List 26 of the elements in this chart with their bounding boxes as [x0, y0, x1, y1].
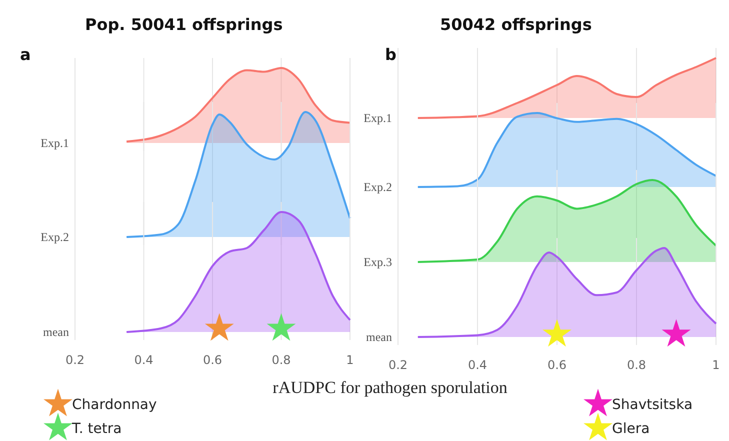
- chart-title: Pop. 50041 offsprings: [85, 15, 283, 34]
- y-axis-title: mean: [366, 330, 392, 344]
- x-tick-label: 0.2: [65, 353, 85, 367]
- text: b: [385, 45, 396, 64]
- x-tick-label: 0.4: [468, 358, 488, 372]
- x-tick-label: 0.6: [202, 353, 222, 367]
- x-tick-label: 1: [712, 358, 720, 372]
- x-tick-label: 0.8: [626, 358, 646, 372]
- y-axis-title: Exp.2: [40, 230, 69, 244]
- y-axis-title: Exp.1: [364, 111, 392, 125]
- y-axis-title: Exp.1: [40, 136, 69, 150]
- y-axis-title: Exp.2: [364, 180, 392, 194]
- x-tick-label: 0.2: [388, 358, 408, 372]
- text: a: [20, 45, 31, 64]
- legend-label: T. tetra: [71, 421, 122, 437]
- legend-label: Glera: [612, 421, 650, 437]
- x-axis-title: rAUDPC for pathogen sporulation: [272, 378, 508, 397]
- y-axis-title: mean: [43, 325, 69, 339]
- legend-label: Chardonnay: [72, 397, 157, 413]
- legend-label: Shavtsitska: [612, 397, 693, 413]
- x-tick-label: 0.8: [272, 353, 291, 367]
- chart-title: 50042 offsprings: [440, 15, 592, 34]
- x-tick-label: 0.4: [134, 353, 154, 367]
- y-axis-title: Exp.3: [364, 255, 392, 269]
- x-tick-label: 1: [346, 353, 354, 367]
- x-tick-label: 0.6: [547, 358, 567, 372]
